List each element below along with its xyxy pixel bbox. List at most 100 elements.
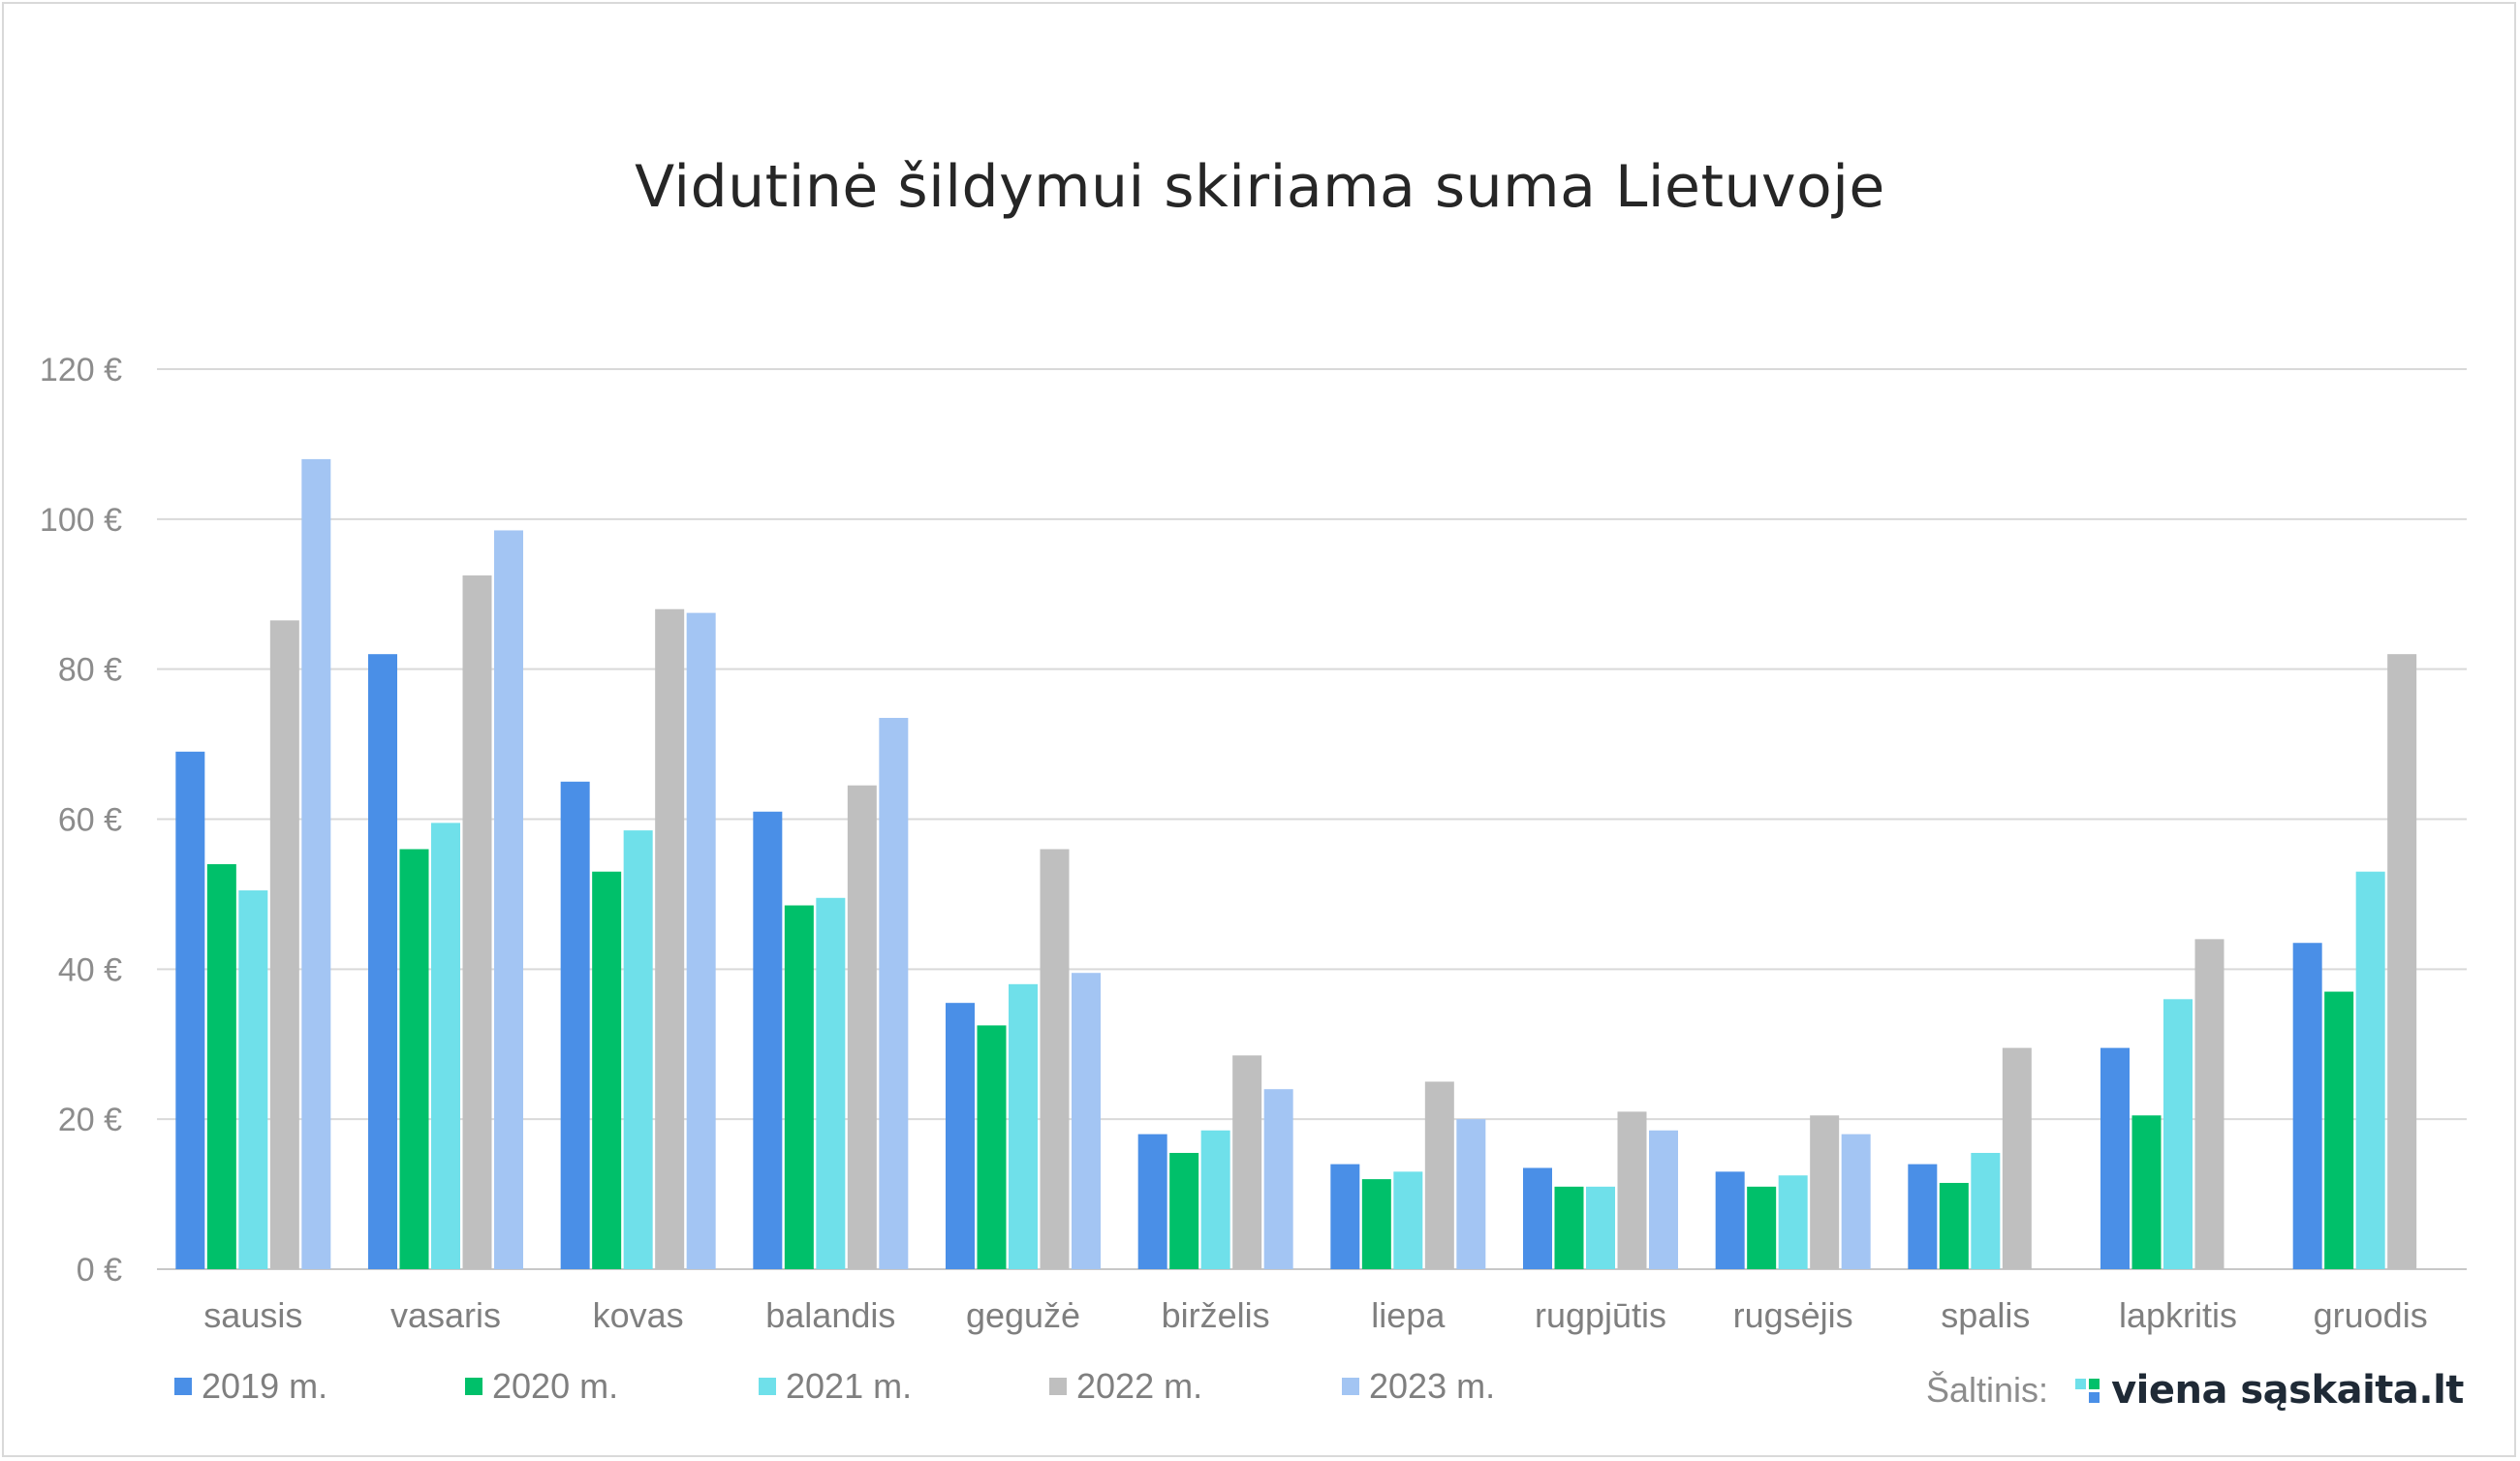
bar[interactable] bbox=[592, 871, 622, 1269]
bar[interactable] bbox=[623, 830, 653, 1269]
source: Šaltinis: viena sąskaita.lt bbox=[1926, 1368, 2464, 1413]
source-label: Šaltinis: bbox=[1926, 1370, 2049, 1410]
x-tick-label: lapkritis bbox=[2119, 1295, 2237, 1335]
logo-text: viena sąskaita.lt bbox=[2111, 1368, 2464, 1413]
legend-item[interactable]: 2020 m. bbox=[465, 1366, 618, 1407]
bar[interactable] bbox=[946, 1003, 975, 1269]
legend-swatch bbox=[1049, 1378, 1067, 1395]
bar[interactable] bbox=[2324, 991, 2354, 1269]
legend-label: 2021 m. bbox=[786, 1366, 913, 1406]
bar[interactable] bbox=[655, 608, 685, 1269]
x-tick-label: balandis bbox=[765, 1295, 895, 1335]
bar[interactable] bbox=[2163, 999, 2193, 1269]
bar[interactable] bbox=[1232, 1055, 1262, 1269]
bar[interactable] bbox=[175, 751, 205, 1269]
bar[interactable] bbox=[1009, 983, 1038, 1269]
x-tick-label: vasaris bbox=[390, 1295, 501, 1335]
bar[interactable] bbox=[206, 863, 236, 1269]
bar[interactable] bbox=[269, 620, 299, 1269]
bar[interactable] bbox=[1330, 1164, 1360, 1269]
x-tick-label: sausis bbox=[203, 1295, 302, 1335]
legend-item[interactable]: 2023 m. bbox=[1342, 1366, 1495, 1407]
bar[interactable] bbox=[816, 897, 846, 1269]
bar[interactable] bbox=[879, 717, 909, 1269]
y-tick-label: 40 € bbox=[58, 951, 122, 988]
logo-square bbox=[2075, 1378, 2087, 1389]
logo-square bbox=[2089, 1391, 2100, 1403]
y-tick-label: 100 € bbox=[40, 502, 122, 539]
bar[interactable] bbox=[1263, 1089, 1293, 1269]
bar[interactable] bbox=[399, 849, 429, 1269]
bar[interactable] bbox=[494, 530, 523, 1269]
bar[interactable] bbox=[686, 612, 716, 1269]
bar[interactable] bbox=[1908, 1164, 1938, 1269]
y-tick-label: 60 € bbox=[58, 802, 122, 839]
bar[interactable] bbox=[1810, 1115, 1840, 1269]
legend-item[interactable]: 2021 m. bbox=[759, 1366, 912, 1407]
y-tick-label: 20 € bbox=[58, 1102, 122, 1138]
bar[interactable] bbox=[2131, 1115, 2162, 1269]
bar[interactable] bbox=[1586, 1186, 1615, 1269]
legend-swatch bbox=[759, 1378, 776, 1395]
bar[interactable] bbox=[1200, 1130, 1230, 1269]
bar[interactable] bbox=[977, 1025, 1007, 1269]
x-tick-label: gegužė bbox=[966, 1295, 1080, 1335]
bar[interactable] bbox=[238, 890, 268, 1269]
bar[interactable] bbox=[1523, 1167, 1552, 1269]
bar[interactable] bbox=[1939, 1182, 1969, 1269]
bar[interactable] bbox=[1715, 1171, 1745, 1269]
bar[interactable] bbox=[1841, 1134, 1871, 1269]
x-tick-label: rugsėjis bbox=[1733, 1295, 1853, 1335]
bar[interactable] bbox=[368, 654, 397, 1269]
bar[interactable] bbox=[1169, 1153, 1199, 1269]
legend-item[interactable]: 2022 m. bbox=[1049, 1366, 1202, 1407]
bar[interactable] bbox=[301, 458, 331, 1269]
bar[interactable] bbox=[2292, 943, 2322, 1269]
bar[interactable] bbox=[1747, 1186, 1777, 1269]
legend-item[interactable]: 2019 m. bbox=[174, 1366, 327, 1407]
logo-square bbox=[2089, 1378, 2100, 1389]
legend-swatch bbox=[174, 1378, 192, 1395]
bar[interactable] bbox=[784, 905, 814, 1269]
bar[interactable] bbox=[753, 811, 783, 1269]
legend-label: 2019 m. bbox=[202, 1366, 328, 1406]
x-tick-label: gruodis bbox=[2314, 1295, 2428, 1335]
bar[interactable] bbox=[462, 575, 492, 1269]
bar[interactable] bbox=[2002, 1047, 2032, 1269]
bar[interactable] bbox=[1040, 849, 1070, 1269]
x-tick-label: rugpjūtis bbox=[1535, 1295, 1666, 1335]
bar[interactable] bbox=[2194, 939, 2224, 1269]
bar[interactable] bbox=[2387, 654, 2417, 1269]
legend-label: 2023 m. bbox=[1369, 1366, 1496, 1406]
bar[interactable] bbox=[1072, 973, 1101, 1269]
bar[interactable] bbox=[1137, 1134, 1167, 1269]
legend-swatch bbox=[465, 1378, 482, 1395]
bar[interactable] bbox=[431, 823, 460, 1269]
legend-label: 2022 m. bbox=[1076, 1366, 1203, 1406]
bar[interactable] bbox=[2355, 871, 2385, 1269]
bar[interactable] bbox=[1424, 1081, 1454, 1269]
bar[interactable] bbox=[1617, 1111, 1647, 1269]
bar[interactable] bbox=[847, 785, 877, 1269]
bar[interactable] bbox=[2100, 1047, 2130, 1269]
y-tick-label: 120 € bbox=[40, 352, 122, 389]
bar[interactable] bbox=[1971, 1153, 2001, 1269]
x-tick-label: birželis bbox=[1162, 1295, 1270, 1335]
logo-square bbox=[2075, 1391, 2087, 1403]
y-tick-label: 0 € bbox=[77, 1252, 122, 1289]
brand-logo[interactable]: viena sąskaita.lt bbox=[2075, 1368, 2464, 1413]
bar[interactable] bbox=[560, 781, 590, 1269]
legend-label: 2020 m. bbox=[492, 1366, 619, 1406]
bar[interactable] bbox=[1361, 1179, 1391, 1269]
bar[interactable] bbox=[1778, 1175, 1808, 1269]
legend: 2019 m. 2020 m. 2021 m. 2022 m. 2023 m. bbox=[0, 1366, 2520, 1414]
chart-title: Vidutinė šildymui skiriama suma Lietuvoj… bbox=[635, 153, 1885, 221]
bar[interactable] bbox=[1393, 1171, 1423, 1269]
bar[interactable] bbox=[1554, 1186, 1584, 1269]
bar[interactable] bbox=[1649, 1130, 1678, 1269]
logo-icon bbox=[2075, 1378, 2100, 1403]
legend-swatch bbox=[1342, 1378, 1359, 1395]
bar[interactable] bbox=[1456, 1119, 1486, 1269]
x-tick-label: liepa bbox=[1371, 1295, 1446, 1335]
x-tick-label: kovas bbox=[593, 1295, 684, 1335]
